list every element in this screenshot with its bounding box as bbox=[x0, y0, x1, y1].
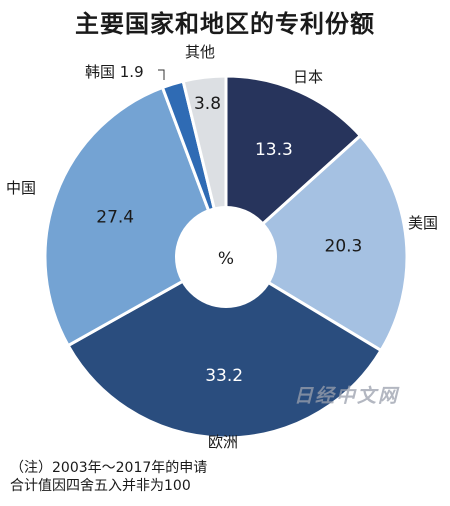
korea-leader-line bbox=[158, 69, 165, 80]
value-label-usa: 20.3 bbox=[325, 237, 363, 257]
center-label: % bbox=[218, 249, 234, 269]
chart-title: 主要国家和地区的专利份额 bbox=[75, 10, 375, 38]
slice-usa bbox=[224, 134, 409, 352]
korea-callout-label: 韩国 1.9 bbox=[85, 63, 144, 81]
value-label-japan: 13.3 bbox=[255, 140, 293, 160]
value-label-china: 27.4 bbox=[96, 207, 134, 227]
slice-japan bbox=[224, 74, 362, 259]
slice-china bbox=[43, 86, 228, 348]
slice-label-usa: 美国 bbox=[408, 214, 438, 232]
slice-label-japan: 日本 bbox=[293, 68, 323, 86]
center-hole bbox=[175, 206, 277, 308]
slice-label-europe: 欧洲 bbox=[208, 433, 238, 451]
slice-label-china: 中国 bbox=[6, 179, 36, 197]
footnote-line-1: （注）2003年～2017年的申请 bbox=[10, 460, 208, 476]
slice-label-other: 其他 bbox=[185, 43, 215, 61]
value-label-europe: 33.2 bbox=[205, 366, 243, 386]
value-label-other: 3.8 bbox=[194, 94, 221, 114]
watermark: 日经中文网 bbox=[294, 385, 400, 407]
footnote-line-2: 合计值因四舍五入并非为100 bbox=[10, 478, 191, 494]
slices-layer: 13.3 20.3 33.2 27.4 3.8 bbox=[43, 74, 409, 440]
